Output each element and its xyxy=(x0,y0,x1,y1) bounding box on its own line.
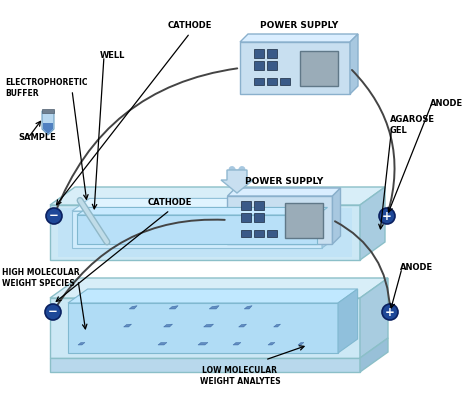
Polygon shape xyxy=(68,289,357,303)
Polygon shape xyxy=(198,342,208,345)
Bar xyxy=(241,201,252,210)
Polygon shape xyxy=(221,170,253,193)
Text: ANODE: ANODE xyxy=(430,98,463,107)
Polygon shape xyxy=(158,342,167,345)
Text: SAMPLE: SAMPLE xyxy=(18,133,56,142)
Polygon shape xyxy=(228,196,332,244)
Text: AGAROSE
GEL: AGAROSE GEL xyxy=(390,115,435,135)
Polygon shape xyxy=(273,324,281,327)
Polygon shape xyxy=(50,358,360,372)
Text: −: − xyxy=(48,306,58,319)
Polygon shape xyxy=(228,188,340,196)
Circle shape xyxy=(382,304,398,320)
Circle shape xyxy=(45,304,61,320)
Polygon shape xyxy=(43,123,53,134)
Polygon shape xyxy=(129,306,137,309)
Bar xyxy=(267,61,277,70)
Text: CATHODE: CATHODE xyxy=(168,21,212,30)
Bar xyxy=(254,49,264,58)
Text: −: − xyxy=(49,209,59,222)
Polygon shape xyxy=(238,324,246,327)
Bar xyxy=(241,230,252,237)
Polygon shape xyxy=(164,324,173,327)
Polygon shape xyxy=(233,342,241,345)
Polygon shape xyxy=(50,187,385,205)
Polygon shape xyxy=(124,324,132,327)
Polygon shape xyxy=(42,111,54,135)
Text: POWER SUPPLY: POWER SUPPLY xyxy=(260,21,338,30)
Polygon shape xyxy=(360,278,388,358)
Polygon shape xyxy=(332,188,340,244)
Text: HIGH MOLECULAR
WEIGHT SPECIES: HIGH MOLECULAR WEIGHT SPECIES xyxy=(2,268,80,288)
Polygon shape xyxy=(169,306,178,309)
Bar xyxy=(255,213,264,222)
Polygon shape xyxy=(360,338,388,372)
Bar xyxy=(254,78,264,85)
Bar xyxy=(267,78,277,85)
Polygon shape xyxy=(50,278,388,298)
Bar xyxy=(267,230,277,237)
Text: +: + xyxy=(382,209,392,222)
Polygon shape xyxy=(338,289,357,353)
Polygon shape xyxy=(244,306,252,309)
Bar xyxy=(255,230,264,237)
Bar xyxy=(280,78,290,85)
Text: LOW MOLECULAR
WEIGHT ANALYTES: LOW MOLECULAR WEIGHT ANALYTES xyxy=(200,366,280,386)
Polygon shape xyxy=(78,342,85,345)
Polygon shape xyxy=(58,208,352,257)
Bar xyxy=(42,109,54,113)
Polygon shape xyxy=(240,34,358,42)
Polygon shape xyxy=(68,303,338,353)
Text: ANODE: ANODE xyxy=(400,264,433,273)
Polygon shape xyxy=(268,342,275,345)
Circle shape xyxy=(379,208,395,224)
Polygon shape xyxy=(72,198,339,211)
Polygon shape xyxy=(50,205,360,260)
Polygon shape xyxy=(360,187,385,260)
Text: +: + xyxy=(385,306,395,319)
Polygon shape xyxy=(209,306,219,309)
Polygon shape xyxy=(350,34,358,94)
Bar xyxy=(267,49,277,58)
Text: CATHODE: CATHODE xyxy=(148,198,192,207)
Polygon shape xyxy=(204,324,214,327)
Bar xyxy=(241,213,252,222)
Polygon shape xyxy=(77,215,317,244)
Polygon shape xyxy=(322,198,339,248)
Bar xyxy=(300,51,338,86)
Text: POWER SUPPLY: POWER SUPPLY xyxy=(245,177,323,186)
Polygon shape xyxy=(72,211,322,248)
Circle shape xyxy=(46,208,62,224)
Polygon shape xyxy=(298,342,304,345)
Bar xyxy=(255,201,264,210)
Text: ELECTROPHORETIC
BUFFER: ELECTROPHORETIC BUFFER xyxy=(5,78,88,98)
Bar xyxy=(254,61,264,70)
Polygon shape xyxy=(50,298,360,358)
Polygon shape xyxy=(77,207,328,215)
Text: WELL: WELL xyxy=(100,51,126,60)
Bar xyxy=(285,202,323,237)
Polygon shape xyxy=(240,42,350,94)
